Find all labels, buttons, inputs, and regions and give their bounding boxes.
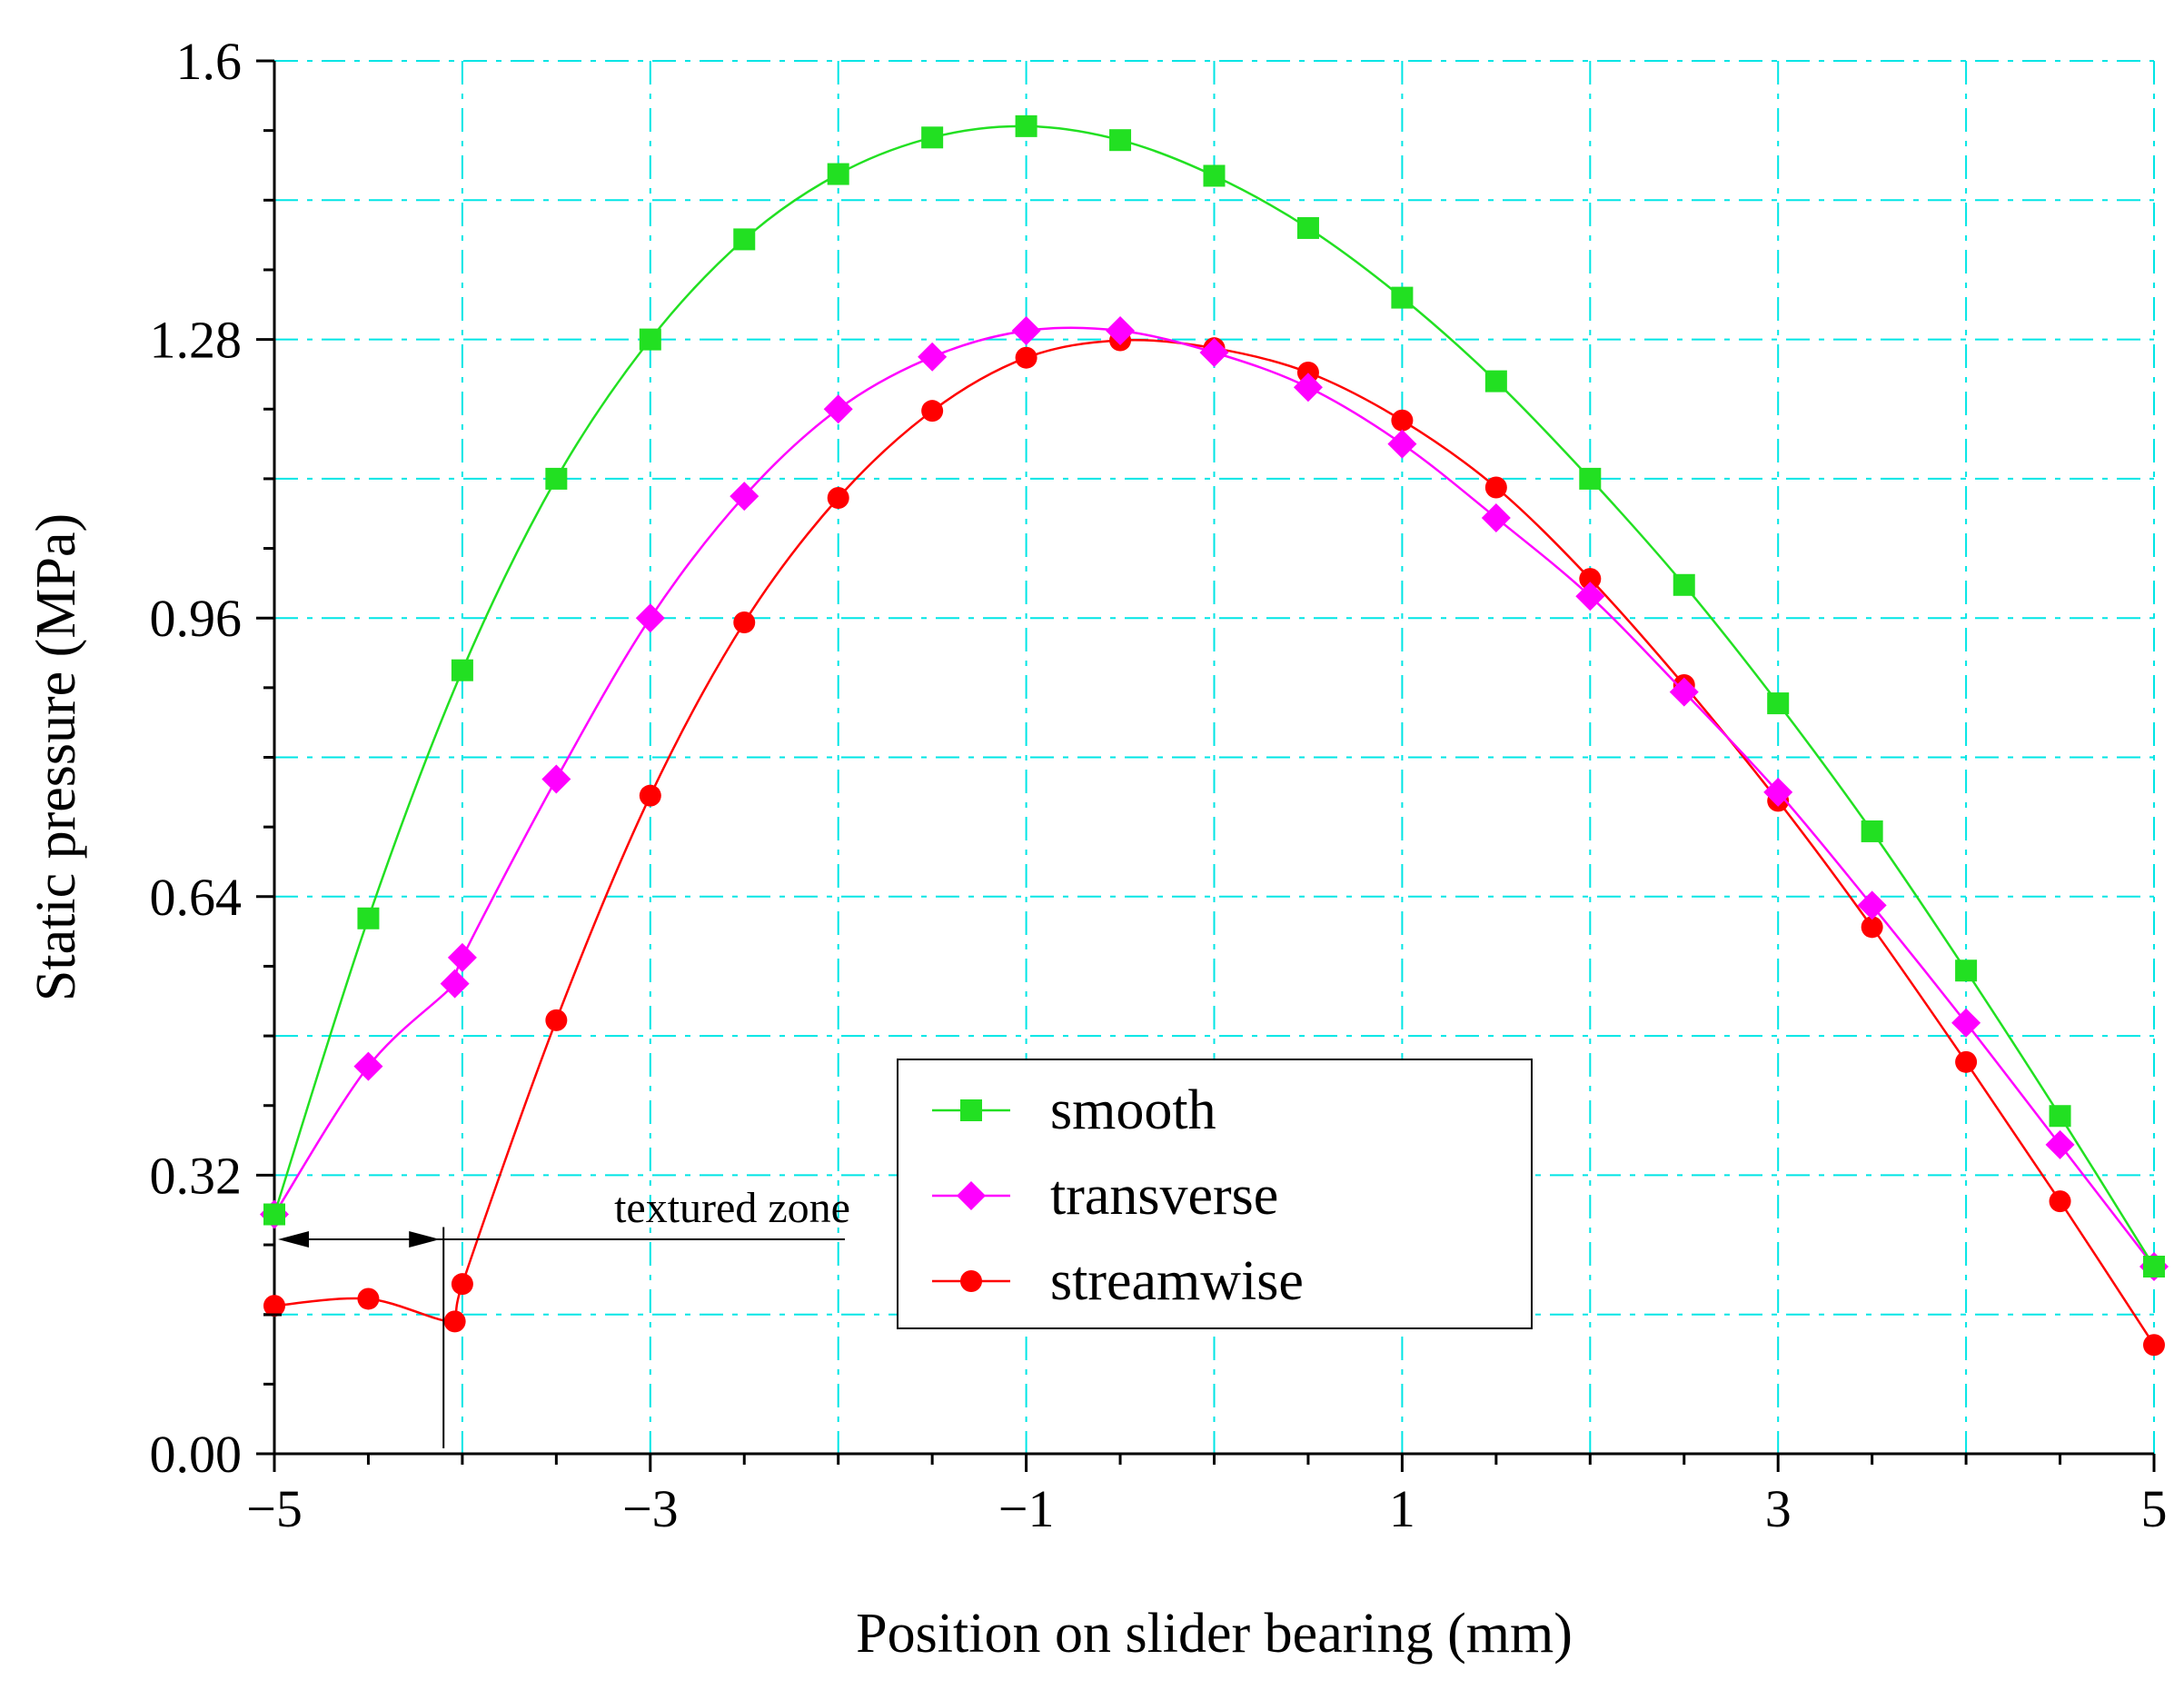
- legend: smooth transverse streamwise: [897, 1059, 1533, 1329]
- series-line-streamwise: [273, 338, 2156, 1346]
- arrow-head-left: [278, 1231, 309, 1248]
- data-point-streamwise: [1484, 476, 1507, 499]
- data-point-smooth: [1579, 467, 1602, 490]
- data-point-transverse: [635, 603, 665, 633]
- legend-label-transverse: transverse: [1050, 1165, 1278, 1227]
- data-point-streamwise: [733, 611, 756, 633]
- data-point-smooth: [1203, 164, 1226, 187]
- y-tick-label: 0.32: [150, 1146, 243, 1205]
- data-point-streamwise: [921, 400, 944, 423]
- data-point-transverse: [1857, 890, 1887, 920]
- textured-zone-annotation: textured zone: [263, 1184, 850, 1448]
- legend-marker-streamwise: [960, 1270, 982, 1292]
- x-tick-label: 1: [1389, 1479, 1415, 1538]
- data-point-smooth: [2049, 1105, 2071, 1128]
- data-point-streamwise: [827, 486, 849, 509]
- y-axis-title: Static pressure (MPa): [25, 513, 87, 1001]
- data-point-streamwise: [1391, 409, 1414, 432]
- arrow-head-right: [409, 1231, 441, 1248]
- x-tick-label: −3: [622, 1479, 679, 1538]
- data-point-streamwise: [443, 1310, 466, 1333]
- data-point-streamwise: [1579, 568, 1602, 591]
- legend-label-smooth: smooth: [1050, 1079, 1216, 1141]
- grid: [274, 60, 2155, 1454]
- data-point-streamwise: [2049, 1190, 2071, 1213]
- data-point-smooth: [1861, 820, 1883, 842]
- data-point-transverse: [918, 342, 948, 372]
- data-point-transverse: [1481, 503, 1511, 533]
- data-point-smooth: [1109, 129, 1132, 152]
- data-point-transverse: [1575, 582, 1605, 611]
- annotation-label: textured zone: [614, 1184, 850, 1232]
- series-group: [260, 114, 2169, 1357]
- legend-marker-transverse: [957, 1181, 986, 1210]
- data-point-transverse: [447, 942, 477, 972]
- data-point-streamwise: [1296, 362, 1319, 384]
- y-tick-label: 0.96: [150, 589, 243, 648]
- x-tick-label: −1: [998, 1479, 1055, 1538]
- data-point-transverse: [1763, 777, 1793, 807]
- x-axis-title: Position on slider bearing (mm): [856, 1603, 1573, 1665]
- series-transverse: [260, 316, 2169, 1282]
- data-point-transverse: [440, 969, 470, 999]
- data-point-smooth: [2143, 1256, 2165, 1278]
- data-point-smooth: [639, 328, 661, 351]
- data-point-smooth: [545, 467, 568, 490]
- data-point-smooth: [357, 907, 380, 930]
- data-point-streamwise: [451, 1273, 473, 1296]
- y-tick-label: 0.64: [150, 868, 243, 927]
- data-point-smooth: [1296, 216, 1319, 239]
- data-point-smooth: [1391, 286, 1414, 309]
- series-line-smooth: [273, 124, 2156, 1268]
- data-point-transverse: [1293, 373, 1323, 403]
- data-point-smooth: [1015, 114, 1037, 137]
- data-point-transverse: [541, 764, 571, 794]
- legend-box: [897, 1059, 1533, 1329]
- data-point-streamwise: [639, 784, 661, 807]
- data-point-streamwise: [545, 1009, 568, 1031]
- data-point-transverse: [2045, 1129, 2075, 1159]
- legend-marker-smooth: [960, 1099, 982, 1121]
- legend-label-streamwise: streamwise: [1050, 1250, 1304, 1312]
- data-point-transverse: [730, 482, 759, 512]
- data-point-transverse: [1387, 429, 1417, 459]
- data-point-transverse: [823, 394, 853, 424]
- y-tick-label: 1.6: [176, 32, 243, 91]
- series-streamwise: [263, 329, 2165, 1357]
- data-point-streamwise: [1955, 1050, 1978, 1073]
- data-point-smooth: [1484, 370, 1507, 393]
- y-tick-label: 0.00: [150, 1425, 243, 1484]
- x-tick-label: 5: [2141, 1479, 2168, 1538]
- data-point-streamwise: [2143, 1334, 2165, 1357]
- data-point-streamwise: [1861, 916, 1883, 939]
- data-point-smooth: [1955, 959, 1978, 982]
- x-tick-label: −5: [246, 1479, 303, 1538]
- y-tick-label: 1.28: [150, 311, 243, 370]
- data-point-smooth: [263, 1203, 285, 1226]
- data-point-smooth: [451, 659, 473, 681]
- data-point-streamwise: [357, 1287, 380, 1310]
- x-tick-label: 3: [1765, 1479, 1792, 1538]
- data-point-smooth: [1767, 692, 1790, 715]
- data-point-transverse: [1011, 316, 1041, 346]
- data-point-transverse: [1199, 337, 1229, 367]
- data-point-streamwise: [1015, 346, 1037, 369]
- data-point-transverse: [1106, 316, 1136, 346]
- series-line-transverse: [273, 326, 2155, 1268]
- ticks: −5 −3 −1 1 3 5 0.00 0.32 0.64 0.96 1.28 1.6: [150, 32, 2168, 1538]
- data-point-transverse: [1951, 1008, 1981, 1038]
- data-point-smooth: [921, 126, 944, 149]
- data-point-smooth: [733, 228, 756, 251]
- data-point-smooth: [827, 163, 849, 185]
- data-point-streamwise: [263, 1295, 285, 1317]
- series-smooth: [263, 114, 2165, 1278]
- data-point-transverse: [353, 1051, 383, 1081]
- data-point-smooth: [1673, 573, 1695, 596]
- data-point-transverse: [1669, 677, 1699, 707]
